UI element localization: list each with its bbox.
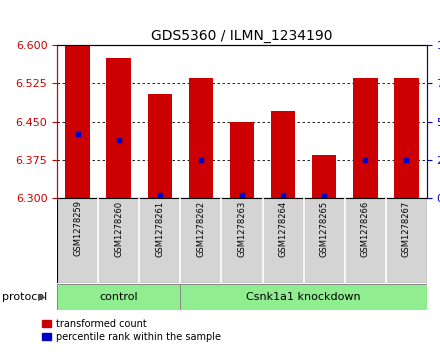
Bar bbox=[312, 155, 337, 198]
Text: protocol: protocol bbox=[2, 292, 48, 302]
Legend: transformed count, percentile rank within the sample: transformed count, percentile rank withi… bbox=[40, 317, 223, 344]
Text: Csnk1a1 knockdown: Csnk1a1 knockdown bbox=[246, 292, 361, 302]
Bar bbox=[147, 94, 172, 198]
Bar bbox=[66, 45, 90, 198]
Text: GSM1278266: GSM1278266 bbox=[361, 200, 370, 257]
Bar bbox=[353, 78, 378, 198]
Text: GSM1278259: GSM1278259 bbox=[73, 200, 82, 256]
FancyBboxPatch shape bbox=[57, 284, 180, 310]
Bar bbox=[230, 122, 254, 198]
Text: GSM1278265: GSM1278265 bbox=[319, 200, 329, 257]
FancyBboxPatch shape bbox=[180, 284, 427, 310]
Bar bbox=[394, 78, 418, 198]
Text: GSM1278263: GSM1278263 bbox=[238, 200, 246, 257]
Bar bbox=[106, 58, 131, 198]
Text: GSM1278264: GSM1278264 bbox=[279, 200, 288, 257]
Bar bbox=[271, 111, 295, 198]
Text: GSM1278262: GSM1278262 bbox=[196, 200, 205, 257]
Text: control: control bbox=[99, 292, 138, 302]
Text: GSM1278260: GSM1278260 bbox=[114, 200, 123, 257]
FancyBboxPatch shape bbox=[57, 198, 427, 283]
Text: ▶: ▶ bbox=[38, 292, 45, 302]
Text: GSM1278267: GSM1278267 bbox=[402, 200, 411, 257]
Bar bbox=[189, 78, 213, 198]
Title: GDS5360 / ILMN_1234190: GDS5360 / ILMN_1234190 bbox=[151, 29, 333, 43]
Text: GSM1278261: GSM1278261 bbox=[155, 200, 165, 257]
